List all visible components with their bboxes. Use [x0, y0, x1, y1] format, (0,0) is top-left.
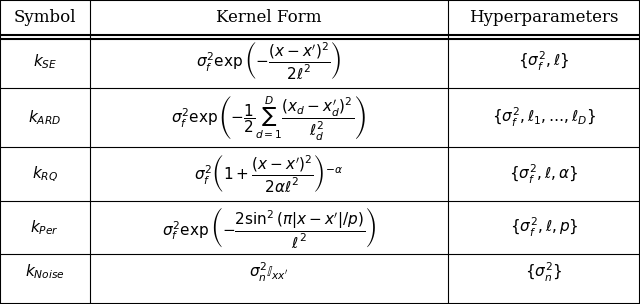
Text: $\{\sigma_f^2, \ell\}$: $\{\sigma_f^2, \ell\}$	[518, 50, 570, 73]
Text: $\sigma_f^2 \exp\left(-\dfrac{(x-x')^2}{2\ell^2}\right)$: $\sigma_f^2 \exp\left(-\dfrac{(x-x')^2}{…	[196, 41, 342, 82]
Text: $k_{Noise}$: $k_{Noise}$	[25, 263, 65, 282]
Text: Hyperparameters: Hyperparameters	[469, 9, 619, 26]
Text: $\sigma_f^2\exp\left(-\dfrac{1}{2}\sum_{d=1}^{D}\dfrac{(x_d - x_d')^2}{\ell_d^2}: $\sigma_f^2\exp\left(-\dfrac{1}{2}\sum_{…	[172, 94, 366, 142]
Text: $k_{RQ}$: $k_{RQ}$	[32, 164, 58, 184]
Text: $k_{ARD}$: $k_{ARD}$	[28, 109, 61, 127]
Text: Symbol: Symbol	[13, 9, 76, 26]
Text: $\sigma_f^2 \exp\left(-\dfrac{2\sin^2(\pi|x-x'|/p)}{\ell^2}\right)$: $\sigma_f^2 \exp\left(-\dfrac{2\sin^2(\p…	[162, 205, 376, 250]
Text: $\sigma_n^2 \mathbb{I}_{xx'}$: $\sigma_n^2 \mathbb{I}_{xx'}$	[249, 261, 289, 284]
Text: $\sigma_f^2\left(1 + \dfrac{(x-x')^2}{2\alpha\ell^2}\right)^{-\alpha}$: $\sigma_f^2\left(1 + \dfrac{(x-x')^2}{2\…	[194, 154, 344, 195]
Text: $\{\sigma_f^2, \ell, p\}$: $\{\sigma_f^2, \ell, p\}$	[509, 216, 579, 239]
Text: $\{\sigma_n^2\}$: $\{\sigma_n^2\}$	[525, 261, 563, 284]
Text: Kernel Form: Kernel Form	[216, 9, 321, 26]
Text: $\{\sigma_f^2, \ell_1, \ldots, \ell_D\}$: $\{\sigma_f^2, \ell_1, \ldots, \ell_D\}$	[492, 106, 596, 130]
Text: $k_{SE}$: $k_{SE}$	[33, 52, 57, 71]
Text: $\{\sigma_f^2, \ell, \alpha\}$: $\{\sigma_f^2, \ell, \alpha\}$	[509, 162, 579, 186]
Text: $k_{Per}$: $k_{Per}$	[31, 218, 59, 237]
